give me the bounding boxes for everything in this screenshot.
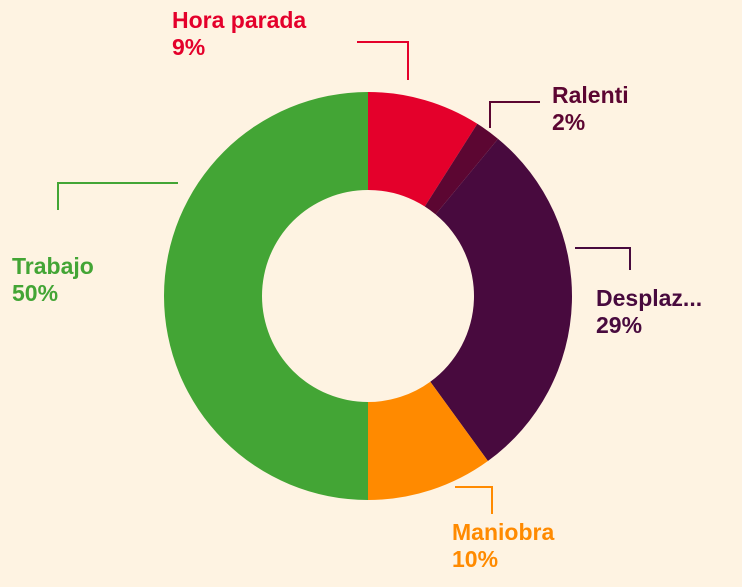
slice-label: Ralenti bbox=[552, 82, 629, 108]
leader-line bbox=[455, 486, 493, 514]
slice-label: Hora parada bbox=[172, 7, 306, 33]
slice bbox=[424, 123, 499, 215]
slice-label: Desplaz... bbox=[596, 285, 702, 311]
slice bbox=[368, 381, 488, 500]
leader-line bbox=[57, 182, 178, 210]
value-label: 2% bbox=[552, 109, 585, 135]
value-label: 50% bbox=[12, 280, 58, 306]
slice-label: Maniobra bbox=[452, 519, 554, 545]
leader-line bbox=[489, 101, 540, 128]
slice bbox=[164, 92, 368, 500]
slice bbox=[368, 92, 478, 207]
value-label: 29% bbox=[596, 312, 642, 338]
value-label: 9% bbox=[172, 34, 205, 60]
leader-line bbox=[575, 247, 631, 270]
slice bbox=[430, 138, 572, 462]
value-label: 10% bbox=[452, 546, 498, 572]
slice-label: Trabajo bbox=[12, 253, 94, 279]
leader-line bbox=[357, 41, 409, 80]
